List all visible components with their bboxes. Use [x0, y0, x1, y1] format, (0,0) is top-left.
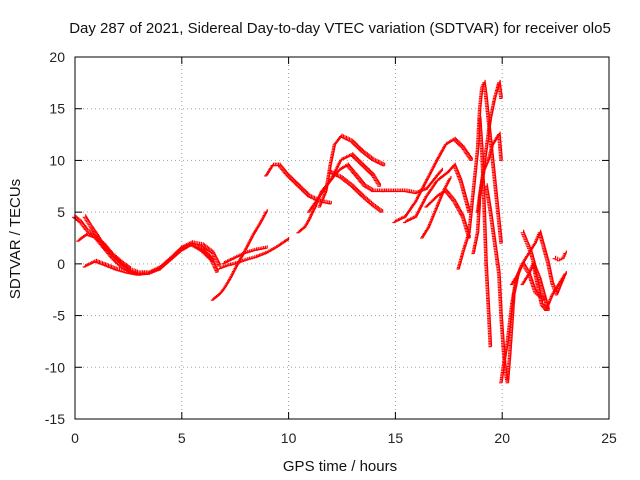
- scatter-series-track-p: [403, 162, 471, 224]
- y-tick-label: 10: [49, 152, 65, 168]
- y-tick-label: 5: [57, 204, 65, 220]
- plot-frame: [74, 56, 610, 420]
- x-tick-label: 20: [494, 430, 510, 446]
- scatter-series-track-k: [307, 152, 381, 213]
- scatter-series-track-x: [509, 229, 567, 296]
- scatter-series-track-f: [217, 237, 290, 270]
- x-tick-label: 25: [601, 430, 617, 446]
- grid-lines: [75, 57, 609, 419]
- chart-title: Day 287 of 2021, Sidereal Day-to-day VTE…: [69, 20, 611, 37]
- x-tick-label: 10: [281, 430, 297, 446]
- scatter-series-track-e: [210, 209, 268, 301]
- scatter-series-track-d: [82, 214, 132, 270]
- x-axis: 0 5 10 15 20 25: [71, 57, 617, 446]
- y-tick-label: 20: [49, 49, 65, 65]
- y-tick-label: -10: [45, 359, 65, 375]
- scatter-series-track-aa: [552, 250, 567, 262]
- x-axis-label: GPS time / hours: [283, 458, 397, 475]
- x-tick-label: 15: [388, 430, 404, 446]
- scatter-series-track-l: [328, 169, 384, 213]
- scatter-series-track-q: [420, 176, 452, 239]
- y-tick-label: 0: [57, 256, 65, 272]
- y-tick-label: -5: [53, 308, 66, 324]
- y-tick-label: -15: [45, 411, 65, 427]
- y-tick-label: 15: [49, 101, 65, 117]
- scatter-series-track-h: [264, 162, 332, 205]
- scatter-series-track-j: [317, 133, 386, 208]
- x-tick-label: 0: [71, 430, 79, 446]
- scatter-series-track-n: [392, 136, 473, 224]
- y-axis-label: SDTVAR / TECUs: [7, 179, 24, 299]
- x-tick-label: 5: [178, 430, 186, 446]
- scatter-series-track-m: [381, 167, 443, 195]
- scatter-series-track-z: [520, 229, 550, 311]
- data-points: [72, 79, 567, 384]
- scatter-series-track-o: [424, 188, 471, 239]
- scatter-series-track-g: [221, 245, 268, 265]
- y-axis: -15 -10 -5 0 5 10 15 20: [45, 49, 609, 427]
- scatter-series-track-u: [475, 79, 503, 213]
